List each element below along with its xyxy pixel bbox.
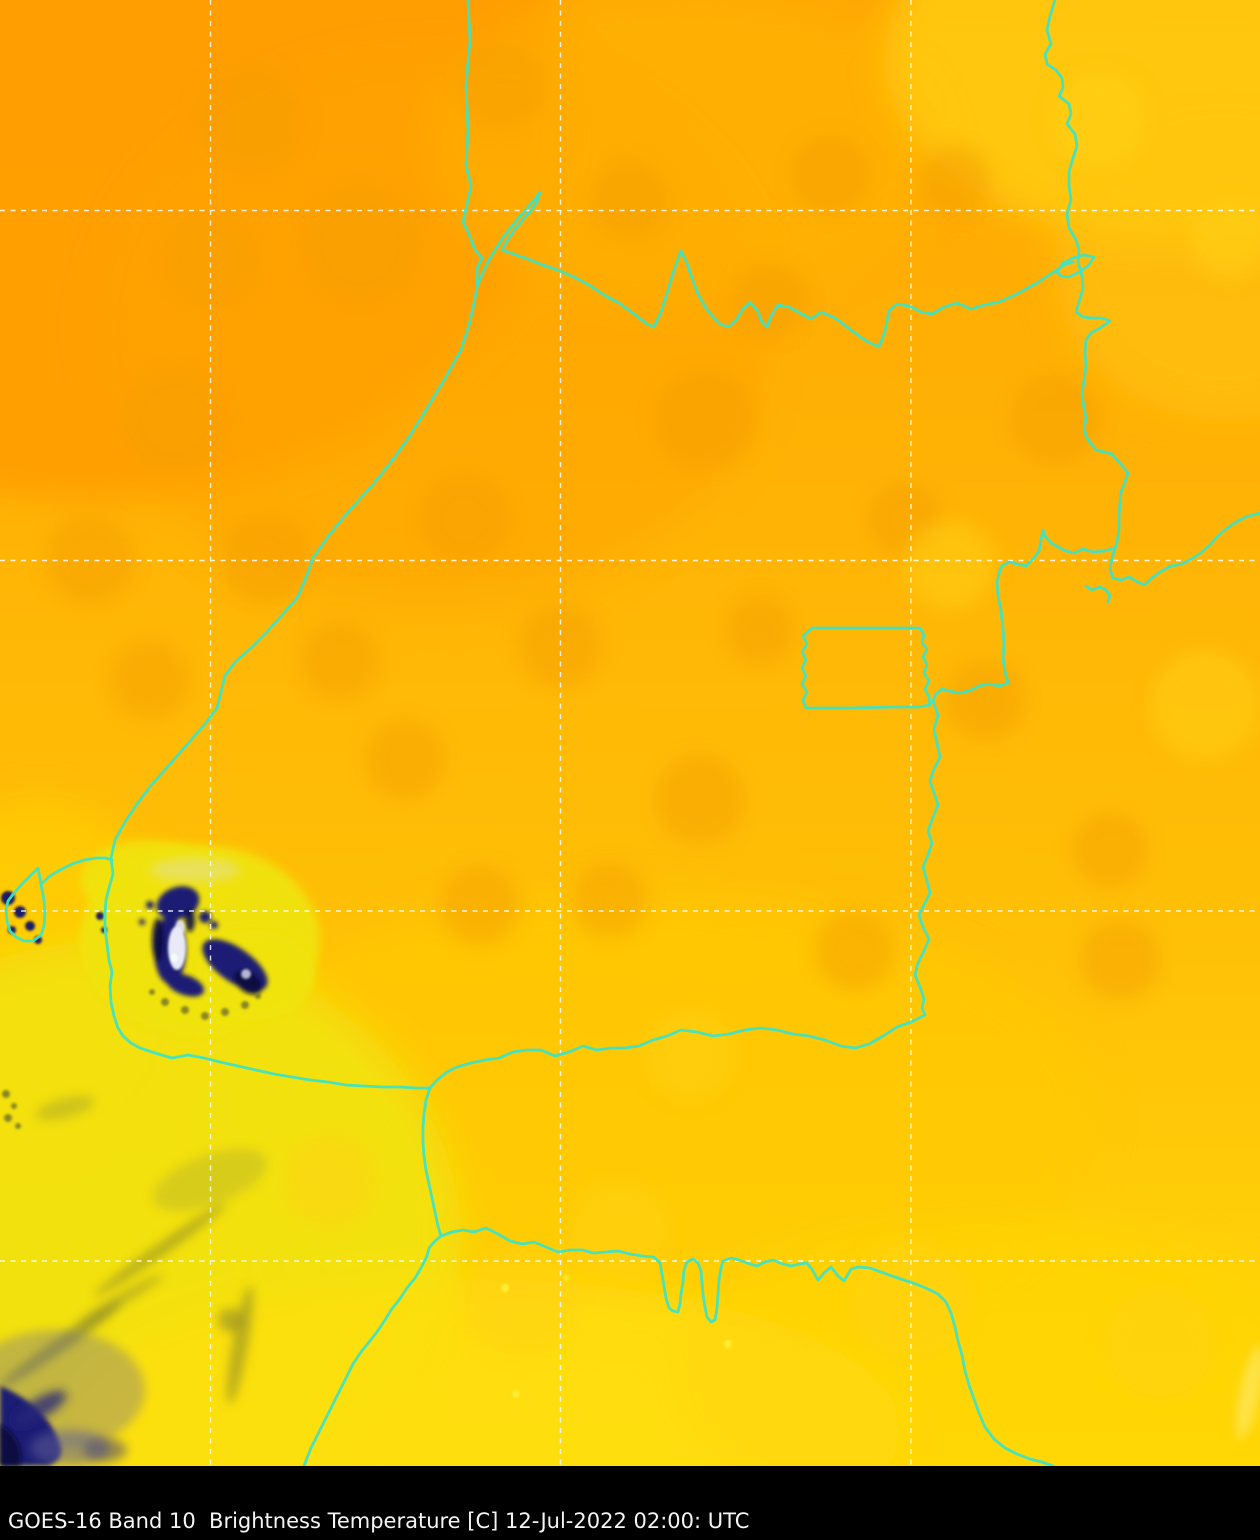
border-left-loop — [4, 866, 47, 943]
caption-bar: GOES-16 Band 10 Brightness Temperature [… — [0, 1466, 1260, 1540]
border-left-loop-spur — [39, 856, 114, 886]
border-west — [103, 0, 484, 1090]
cold-cloud-cluster — [1, 840, 320, 1129]
cold-region-bottom-left — [0, 1330, 145, 1466]
latlon-gridlines — [0, 0, 1260, 1466]
field-mottle-light — [285, 70, 1260, 1400]
brightness-temperature-image — [0, 0, 1260, 1466]
warm-specks — [501, 1275, 732, 1398]
temperature-field — [0, 0, 1260, 1466]
border-east — [1043, 0, 1130, 550]
border-river-hook — [475, 190, 1075, 349]
border-connector — [421, 1086, 443, 1238]
cloud-fringe-specks — [149, 989, 261, 1020]
border-box — [800, 626, 932, 710]
border-east-west-branch — [931, 528, 1117, 703]
border-east-diagonal — [1108, 511, 1260, 587]
satellite-map — [0, 0, 1260, 1466]
border-south — [439, 1226, 1055, 1466]
state-border-lines — [4, 0, 1260, 1466]
border-southwest — [302, 1234, 443, 1466]
left-edge-olive-specks — [2, 1090, 21, 1129]
border-river-south — [428, 699, 942, 1090]
border-junction-loop — [1055, 253, 1096, 279]
border-east-stub — [1084, 584, 1112, 604]
caption-text: GOES-16 Band 10 Brightness Temperature [… — [8, 1508, 750, 1533]
